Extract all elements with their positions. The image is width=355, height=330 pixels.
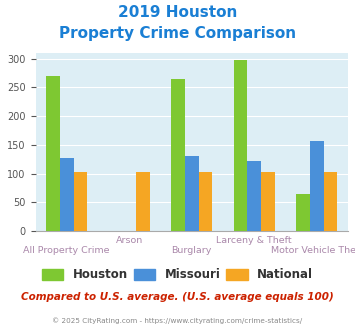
Bar [185, 156, 198, 231]
Bar [261, 172, 275, 231]
Bar [46, 76, 60, 231]
Bar [171, 79, 185, 231]
Bar [310, 141, 323, 231]
Bar [247, 161, 261, 231]
Bar [198, 172, 212, 231]
Text: Property Crime Comparison: Property Crime Comparison [59, 26, 296, 41]
Text: Arson: Arson [116, 236, 143, 245]
Bar [234, 60, 247, 231]
Text: Larceny & Theft: Larceny & Theft [216, 236, 292, 245]
Text: Motor Vehicle Theft: Motor Vehicle Theft [271, 246, 355, 255]
Text: Burglary: Burglary [171, 246, 212, 255]
Bar [136, 172, 150, 231]
Bar [296, 194, 310, 231]
Text: © 2025 CityRating.com - https://www.cityrating.com/crime-statistics/: © 2025 CityRating.com - https://www.city… [53, 317, 302, 324]
Bar [73, 172, 87, 231]
Bar [60, 158, 73, 231]
Bar [323, 172, 337, 231]
Legend: Houston, Missouri, National: Houston, Missouri, National [42, 268, 313, 281]
Text: All Property Crime: All Property Crime [23, 246, 110, 255]
Text: Compared to U.S. average. (U.S. average equals 100): Compared to U.S. average. (U.S. average … [21, 292, 334, 302]
Text: 2019 Houston: 2019 Houston [118, 5, 237, 20]
